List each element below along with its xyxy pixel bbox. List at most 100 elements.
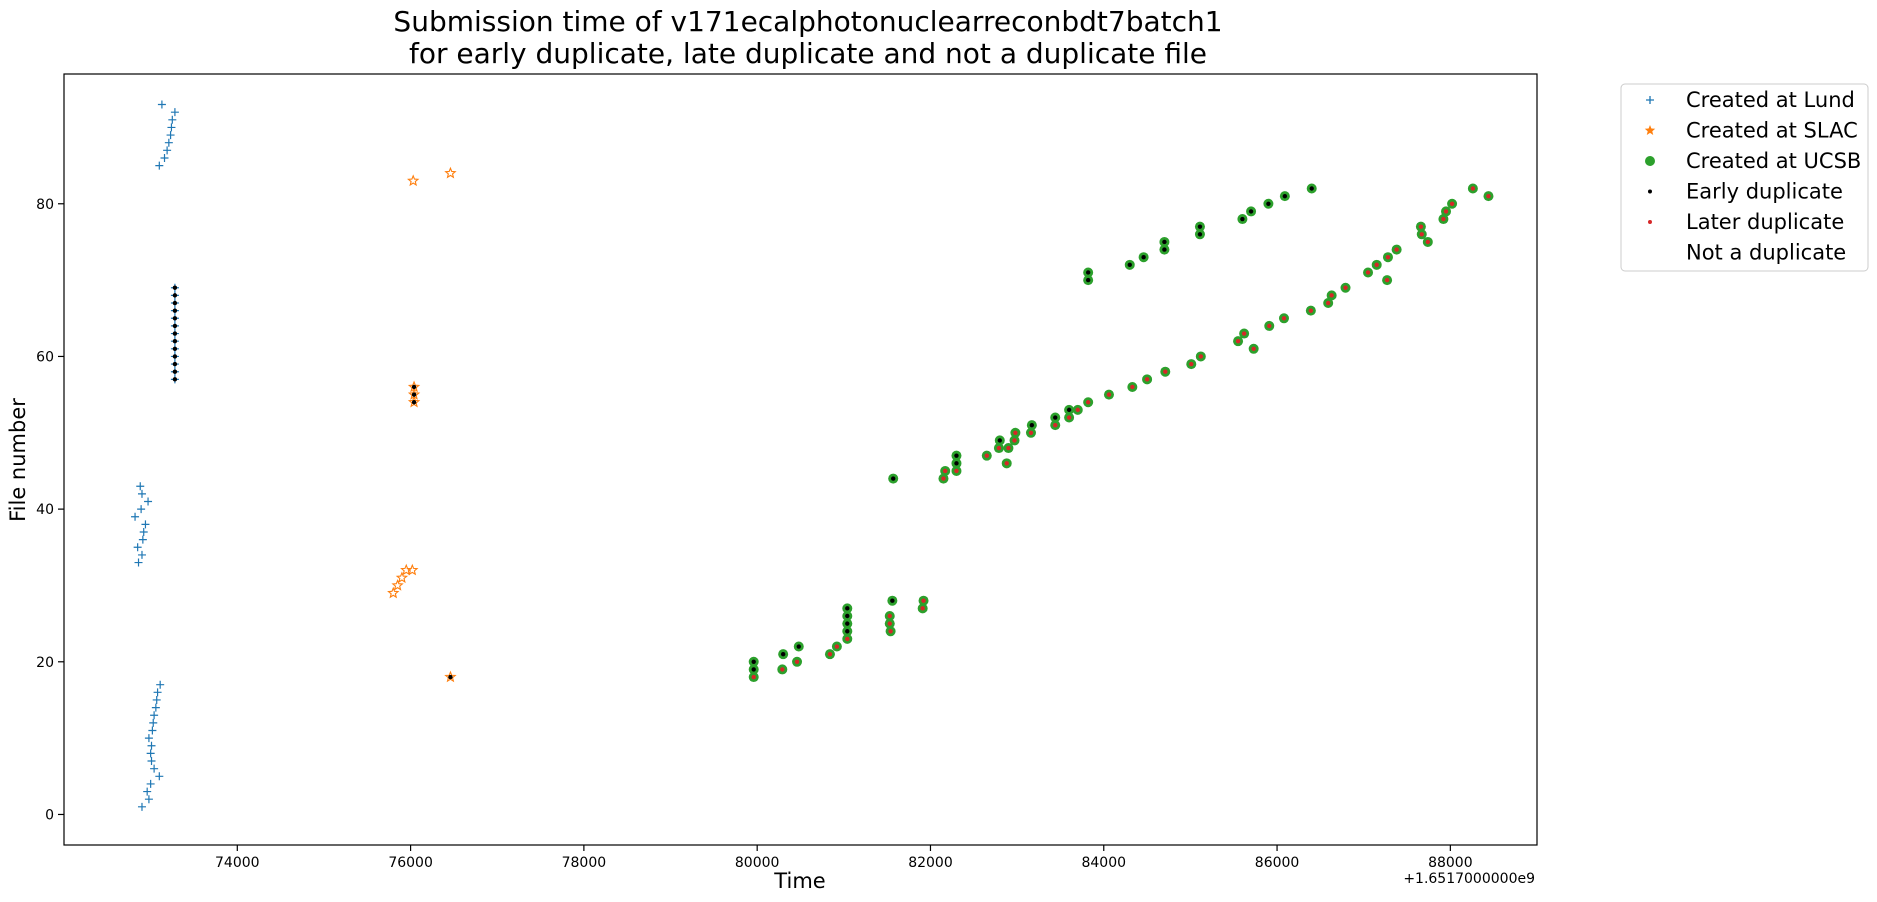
early-duplicate-dot: [172, 346, 178, 352]
lund-marker: [167, 123, 176, 132]
data-point: [918, 595, 929, 606]
data-point: [748, 672, 759, 683]
data-point: [170, 360, 179, 369]
legend-circle-icon: [1645, 156, 1655, 166]
data-point: [1326, 290, 1337, 301]
early-duplicate-dot: [845, 629, 850, 634]
lund-marker: [134, 558, 143, 567]
data-point: [149, 718, 158, 727]
legend: Created at Lund Created at SLAC Created at…: [1620, 83, 1869, 272]
data-point: [1159, 244, 1170, 255]
data-point: [150, 764, 159, 773]
slac-marker: [395, 571, 409, 584]
lund-marker: [144, 795, 153, 804]
data-point: [748, 656, 759, 667]
data-point: [1103, 389, 1114, 400]
data-point: [155, 772, 164, 781]
data-point: [444, 670, 457, 683]
early-duplicate-dot: [796, 644, 801, 649]
early-duplicate-dot: [172, 331, 178, 336]
early-duplicate-dot: [1240, 216, 1245, 222]
lund-marker: [166, 131, 175, 140]
data-point: [1050, 412, 1061, 423]
data-point: [143, 787, 152, 796]
lund-marker: [155, 161, 164, 170]
early-duplicate-dot: [997, 438, 1002, 443]
data-point: [1026, 420, 1037, 431]
x-tick-label: 84000: [1081, 855, 1126, 871]
lund-marker: [146, 779, 155, 788]
data-point: [139, 528, 148, 537]
data-point: [391, 578, 404, 591]
x-tick-label: 76000: [388, 855, 433, 871]
data-point: [1264, 320, 1275, 331]
plot-area-frame: [63, 73, 1538, 846]
data-point: [153, 688, 162, 697]
data-point: [1340, 282, 1351, 293]
y-tick-label: 60: [36, 349, 54, 365]
early-duplicate-dot: [954, 453, 959, 458]
data-point: [144, 497, 153, 506]
later-duplicate-dot: [1486, 193, 1491, 199]
data-point: [137, 505, 146, 514]
data-point: [1279, 191, 1290, 202]
data-point: [1083, 267, 1094, 278]
x-tick-label: 88000: [1428, 855, 1473, 871]
early-duplicate-dot: [411, 384, 417, 390]
data-point: [842, 603, 853, 614]
data-point: [1447, 198, 1458, 209]
early-duplicate-dot: [845, 621, 850, 626]
later-duplicate-dot: [1012, 438, 1017, 443]
early-duplicate-dot: [1197, 224, 1203, 229]
data-point: [1083, 275, 1094, 286]
data-point: [170, 375, 179, 384]
lund-marker: [137, 802, 146, 811]
early-duplicate-dot: [172, 377, 178, 382]
data-point: [407, 380, 421, 393]
early-duplicate-dot: [1266, 201, 1271, 206]
data-point: [1194, 221, 1205, 232]
data-point: [842, 626, 853, 637]
lund-marker: [144, 734, 153, 743]
data-point: [170, 314, 179, 323]
later-duplicate-dot: [1329, 293, 1334, 298]
data-point: [160, 153, 169, 162]
legend-dot-icon: [1648, 189, 1652, 194]
lund-marker: [151, 703, 160, 712]
data-point: [148, 726, 157, 735]
data-point: [1072, 404, 1083, 415]
y-axis-label: File number: [6, 398, 30, 522]
later-duplicate-dot: [1130, 384, 1135, 390]
x-tick-label: 86000: [1255, 855, 1300, 871]
data-point: [137, 550, 146, 559]
y-tick-label: 80: [36, 197, 54, 213]
early-duplicate-dot: [954, 461, 959, 466]
later-duplicate-dot: [1075, 407, 1080, 413]
early-duplicate-dot: [172, 285, 178, 290]
data-point: [146, 749, 155, 758]
lund-marker: [136, 482, 145, 491]
data-point: [1237, 214, 1248, 225]
data-point: [170, 344, 179, 353]
early-duplicate-dot: [751, 659, 756, 664]
later-duplicate-dot: [1374, 262, 1379, 268]
data-point: [951, 465, 962, 476]
data-point: [1248, 343, 1259, 354]
later-duplicate-dot: [1053, 422, 1058, 428]
data-point: [156, 680, 165, 689]
later-duplicate-dot: [1241, 331, 1247, 336]
slac-marker: [444, 670, 457, 683]
data-point: [792, 656, 803, 667]
data-point: [824, 649, 835, 660]
chart-title-line-1: Submission time of v171ecalphotonuclearr…: [393, 5, 1222, 38]
later-duplicate-dot: [1004, 461, 1009, 466]
later-duplicate-dot: [1028, 430, 1034, 435]
later-duplicate-dot: [1308, 308, 1314, 313]
legend-item: Not a duplicate: [1686, 241, 1846, 265]
data-point: [1009, 435, 1020, 446]
slac-marker: [391, 578, 404, 591]
early-duplicate-dot: [172, 369, 178, 374]
lund-marker: [170, 108, 179, 117]
later-duplicate-dot: [751, 674, 756, 680]
data-point: [1025, 427, 1036, 438]
